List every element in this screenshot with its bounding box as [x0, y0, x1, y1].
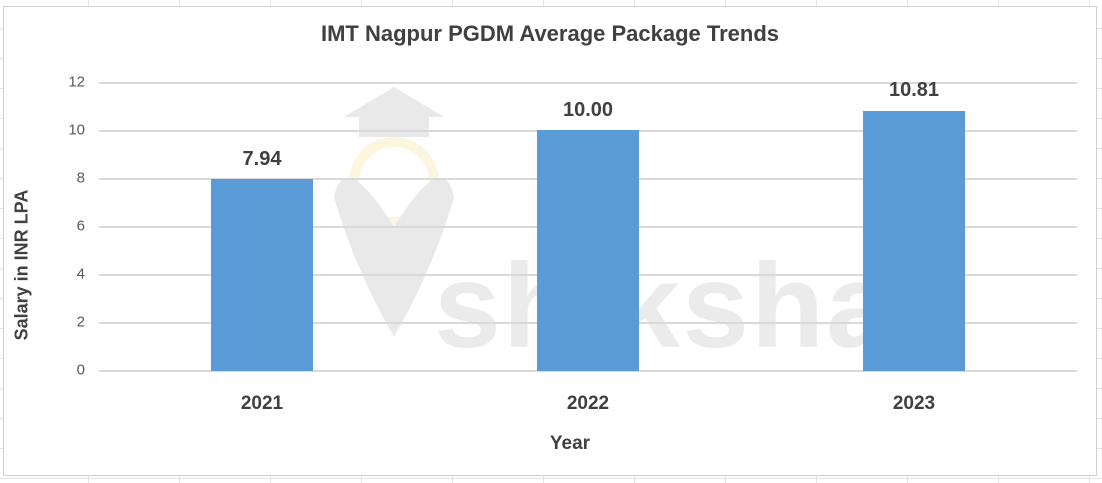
bar-value-label: 7.94	[242, 148, 282, 170]
bar-value-label: 10.00	[562, 99, 614, 121]
gridline-0	[99, 370, 1077, 372]
chart-title: IMT Nagpur PGDM Average Package Trends	[320, 21, 780, 46]
x-tick-label: 2023	[892, 393, 936, 414]
y-tick-label: 4	[76, 265, 85, 283]
plot-area: 12 10 8 6 4 2 0 7.94 2021 10.00 2022 10.…	[68, 74, 1077, 414]
y-tick-label: 2	[76, 313, 85, 331]
y-axis-label: Salary in INR LPA	[11, 189, 32, 341]
y-tick-label: 6	[76, 217, 85, 235]
bar-2023	[863, 110, 965, 371]
y-tick-label: 8	[76, 169, 85, 187]
x-tick-label: 2022	[566, 393, 610, 414]
y-tick-label: 0	[76, 361, 85, 379]
x-axis-label: Year	[549, 433, 591, 454]
bar-2022	[537, 130, 639, 371]
gridline-12	[99, 82, 1077, 84]
y-tick-label: 12	[68, 73, 85, 91]
chart-area: IMT Nagpur PGDM Average Package Trends s…	[3, 6, 1097, 476]
y-tick-label: 10	[68, 121, 85, 139]
bar-value-label: 10.81	[888, 79, 940, 101]
x-tick-label: 2021	[240, 393, 284, 414]
bar-2021	[211, 179, 313, 371]
